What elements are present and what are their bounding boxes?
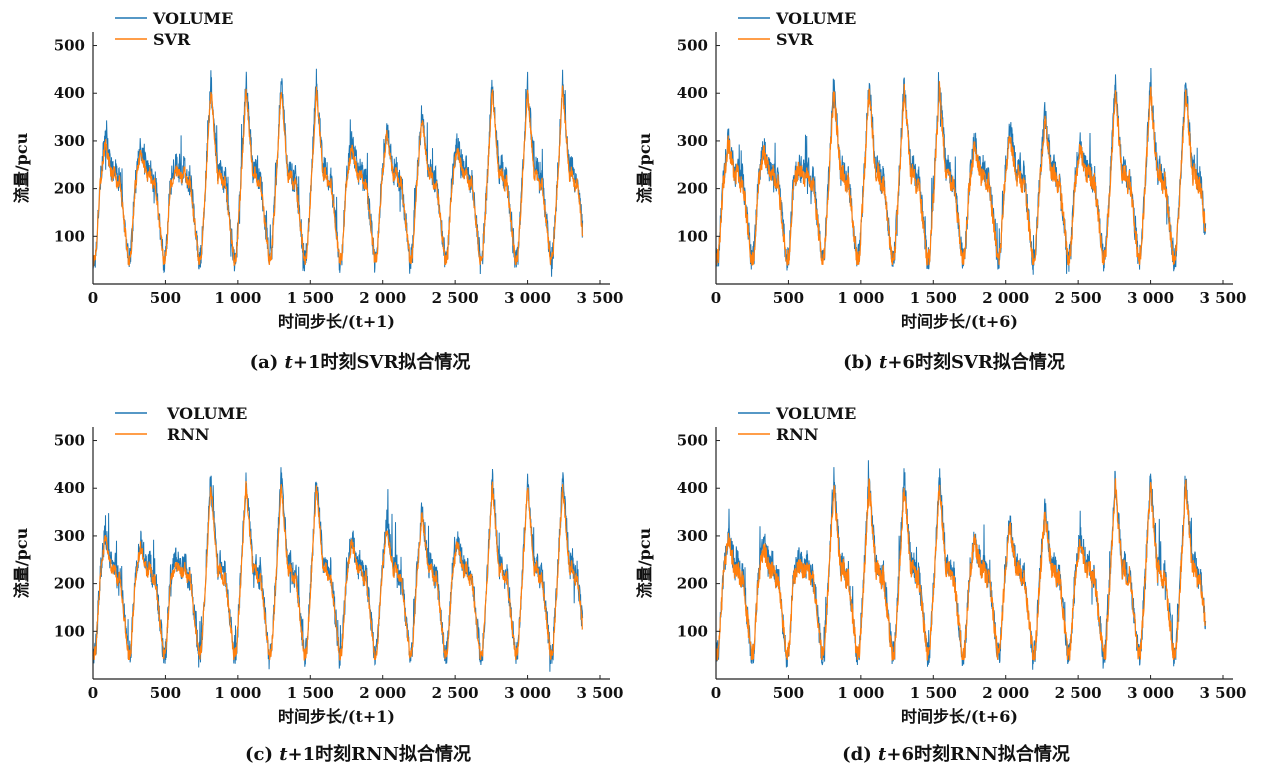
x-tick-label: 1 500 bbox=[287, 684, 334, 702]
caption-prefix: (d) bbox=[842, 744, 879, 765]
x-tick-label: 500 bbox=[150, 289, 181, 307]
caption-text: +6时刻SVR拟合情况 bbox=[887, 352, 1065, 373]
legend-box bbox=[109, 8, 249, 50]
x-tick-label: 500 bbox=[773, 684, 804, 702]
x-tick-label: 3 000 bbox=[504, 289, 551, 307]
y-tick-label: 500 bbox=[54, 37, 85, 55]
y-axis-label: 流量/pcu bbox=[12, 132, 31, 203]
y-tick-label: 300 bbox=[54, 527, 85, 545]
x-tick-label: 2 000 bbox=[982, 684, 1029, 702]
caption-prefix: (a) bbox=[249, 352, 285, 373]
x-axis-label: 时间步长/(t+1) bbox=[278, 707, 395, 726]
x-tick-label: 2 000 bbox=[982, 289, 1029, 307]
legend-label: VOLUME bbox=[775, 404, 856, 423]
x-tick-label: 0 bbox=[88, 684, 98, 702]
y-tick-label: 200 bbox=[54, 180, 85, 198]
series-line-rnn bbox=[92, 481, 583, 661]
caption-text: +1时刻SVR拟合情况 bbox=[292, 352, 471, 373]
y-tick-label: 200 bbox=[54, 575, 85, 593]
x-tick-label: 3 000 bbox=[1127, 684, 1174, 702]
legend-box bbox=[732, 8, 872, 50]
legend-label: SVR bbox=[153, 30, 191, 49]
x-tick-label: 1 500 bbox=[910, 684, 957, 702]
x-tick-label: 1 500 bbox=[287, 289, 334, 307]
x-tick-label: 1 000 bbox=[214, 289, 261, 307]
y-axis-label: 流量/pcu bbox=[635, 527, 654, 598]
x-tick-label: 2 000 bbox=[359, 289, 406, 307]
caption-prefix: (b) bbox=[843, 352, 880, 373]
caption-variable: t bbox=[279, 744, 288, 765]
legend-label: RNN bbox=[776, 425, 819, 444]
x-tick-label: 2 000 bbox=[359, 684, 406, 702]
x-tick-label: 1 500 bbox=[910, 289, 957, 307]
x-tick-label: 2 500 bbox=[1055, 289, 1102, 307]
y-tick-label: 500 bbox=[54, 432, 85, 450]
x-tick-label: 2 500 bbox=[1055, 684, 1102, 702]
y-tick-label: 500 bbox=[677, 37, 708, 55]
y-tick-label: 500 bbox=[677, 432, 708, 450]
x-tick-label: 500 bbox=[773, 289, 804, 307]
x-tick-label: 500 bbox=[150, 684, 181, 702]
y-tick-label: 300 bbox=[54, 132, 85, 150]
legend-label: SVR bbox=[776, 30, 814, 49]
y-tick-label: 300 bbox=[677, 527, 708, 545]
panel-caption: (c) t+1时刻RNN拟合情况 bbox=[245, 740, 471, 766]
panel-caption: (d) t+6时刻RNN拟合情况 bbox=[842, 740, 1070, 766]
y-tick-label: 400 bbox=[54, 84, 85, 102]
legend-label: RNN bbox=[167, 425, 210, 444]
x-tick-label: 2 500 bbox=[432, 289, 479, 307]
y-axis-label: 流量/pcu bbox=[12, 527, 31, 598]
y-tick-label: 100 bbox=[677, 227, 708, 245]
y-tick-label: 300 bbox=[677, 132, 708, 150]
x-axis-label: 时间步长/(t+1) bbox=[278, 312, 395, 331]
y-tick-label: 200 bbox=[677, 180, 708, 198]
caption-text: +6时刻RNN拟合情况 bbox=[886, 744, 1070, 765]
legend-label: VOLUME bbox=[775, 9, 856, 28]
legend-box bbox=[732, 403, 872, 445]
caption-prefix: (c) bbox=[244, 744, 280, 765]
y-tick-label: 400 bbox=[677, 84, 708, 102]
x-tick-label: 1 000 bbox=[837, 289, 884, 307]
x-tick-label: 0 bbox=[711, 289, 721, 307]
x-tick-label: 3 000 bbox=[504, 684, 551, 702]
x-tick-label: 2 500 bbox=[432, 684, 479, 702]
x-tick-label: 3 500 bbox=[1200, 684, 1247, 702]
x-tick-label: 3 000 bbox=[1127, 289, 1174, 307]
y-tick-label: 400 bbox=[54, 479, 85, 497]
y-tick-label: 200 bbox=[677, 575, 708, 593]
x-tick-label: 1 000 bbox=[214, 684, 261, 702]
caption-variable: t bbox=[878, 744, 887, 765]
x-tick-label: 3 500 bbox=[577, 684, 624, 702]
y-tick-label: 400 bbox=[677, 479, 708, 497]
caption-variable: t bbox=[284, 352, 293, 373]
y-tick-label: 100 bbox=[677, 622, 708, 640]
panel-caption: (b) t+6时刻SVR拟合情况 bbox=[843, 348, 1065, 374]
series-line-svr bbox=[92, 85, 584, 267]
caption-variable: t bbox=[879, 352, 888, 373]
x-tick-label: 1 000 bbox=[837, 684, 884, 702]
legend-label: VOLUME bbox=[152, 9, 233, 28]
x-tick-label: 0 bbox=[88, 289, 98, 307]
y-axis-label: 流量/pcu bbox=[635, 132, 654, 203]
x-axis-label: 时间步长/(t+6) bbox=[901, 707, 1018, 726]
x-tick-label: 3 500 bbox=[1200, 289, 1247, 307]
x-tick-label: 3 500 bbox=[577, 289, 624, 307]
y-tick-label: 100 bbox=[54, 622, 85, 640]
panel-caption: (a) t+1时刻SVR拟合情况 bbox=[250, 348, 471, 374]
x-tick-label: 0 bbox=[711, 684, 721, 702]
y-tick-label: 100 bbox=[54, 227, 85, 245]
caption-text: +1时刻RNN拟合情况 bbox=[287, 744, 472, 765]
legend-label: VOLUME bbox=[166, 404, 247, 423]
series-line-rnn bbox=[715, 478, 1207, 661]
series-line-svr bbox=[715, 81, 1207, 267]
legend-box bbox=[109, 403, 249, 445]
x-axis-label: 时间步长/(t+6) bbox=[901, 312, 1018, 331]
